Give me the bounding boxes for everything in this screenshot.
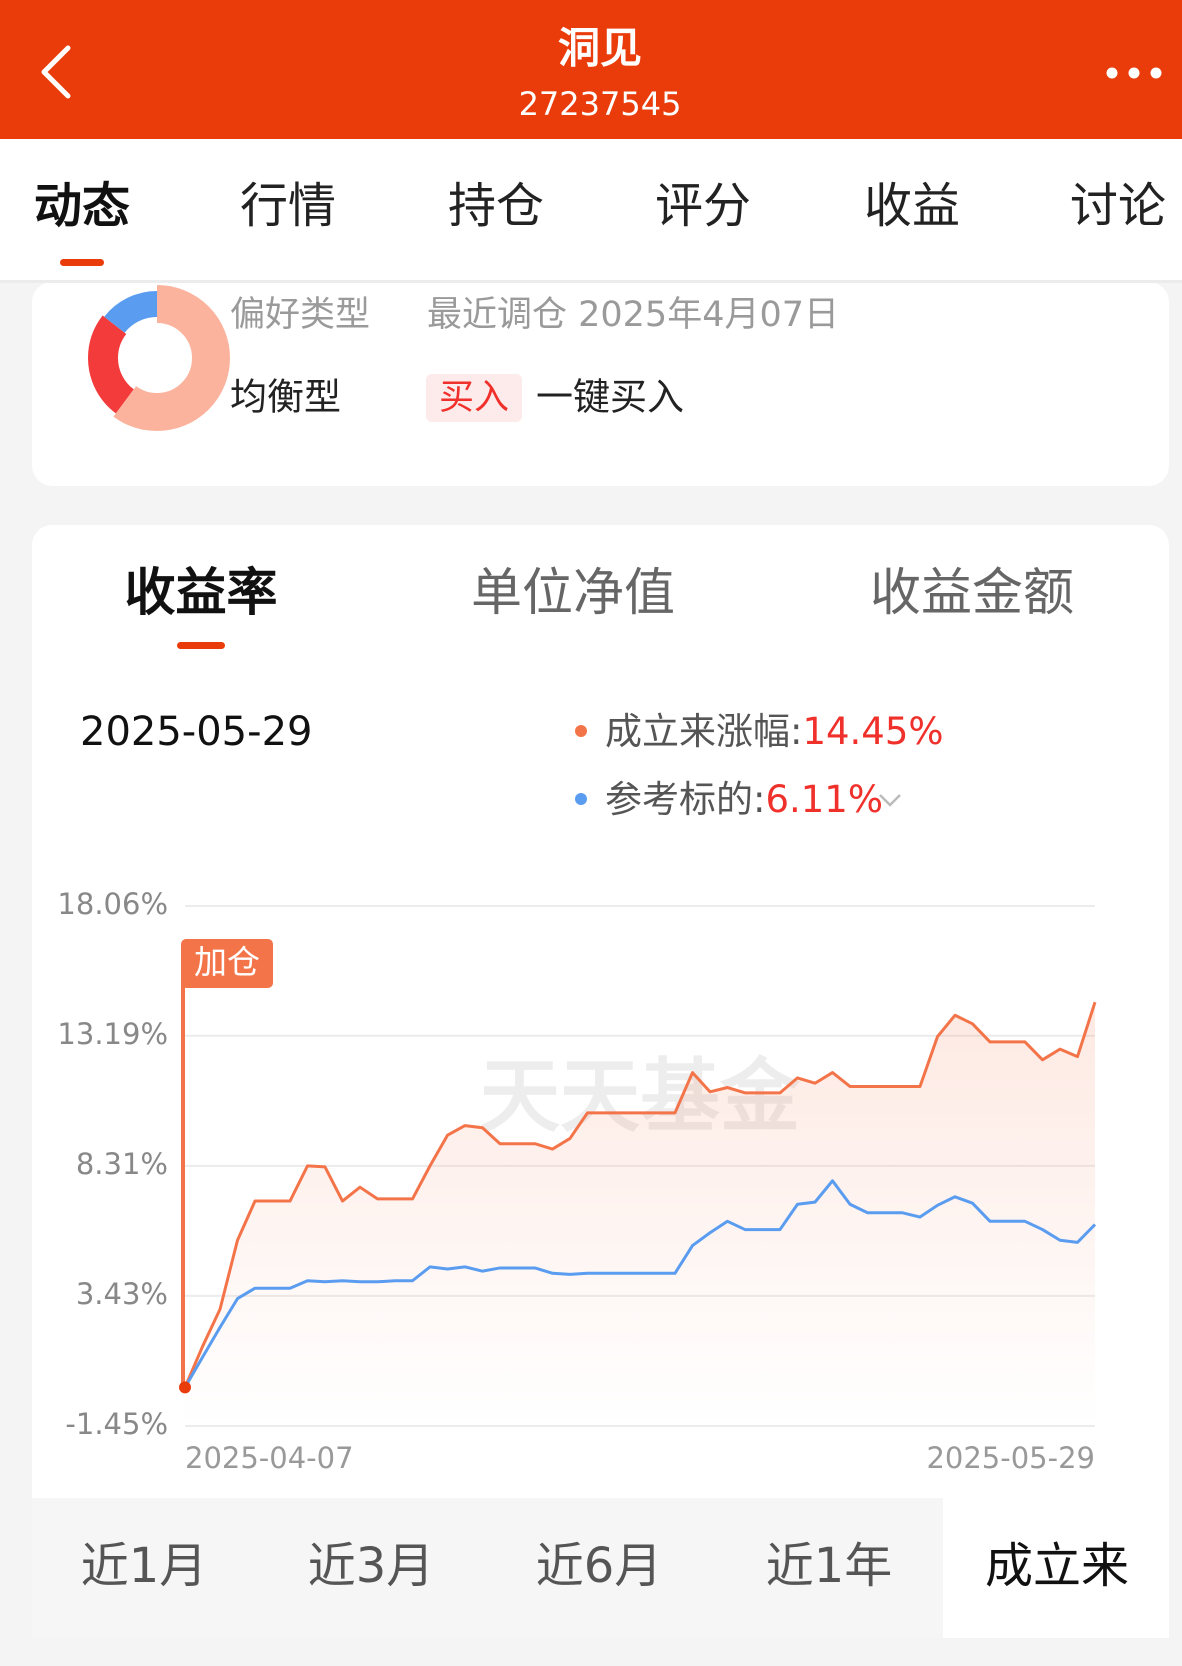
tab[interactable]: 讨论	[1070, 178, 1166, 234]
rebalance-date: 最近调仓 2025年4月07日	[427, 295, 839, 335]
y-tick-label: 3.43%	[76, 1277, 168, 1311]
period-tab[interactable]: 近1年	[766, 1538, 893, 1594]
legend-label: 成立来涨幅:	[605, 710, 802, 753]
period-selected-bg	[943, 1498, 1169, 1638]
legend-dot	[575, 793, 587, 805]
back-button[interactable]	[41, 45, 71, 99]
metric-tab[interactable]: 收益金额	[870, 564, 1074, 623]
donut	[84, 285, 230, 431]
card-bg	[32, 282, 1169, 486]
y-tick-label: 18.06%	[57, 887, 168, 921]
y-tick-label: 8.31%	[76, 1147, 168, 1181]
period-tab[interactable]: 成立来	[985, 1538, 1129, 1594]
plot: 天天基金18.06%13.19%8.31%3.43%-1.45%2025-04-…	[57, 887, 1097, 1475]
legend-value: 14.45%	[802, 710, 943, 753]
tab[interactable]: 评分	[655, 178, 751, 234]
donut-slice	[90, 291, 224, 425]
metric-tab[interactable]: 单位净值	[471, 564, 675, 623]
tab[interactable]: 动态	[34, 178, 130, 234]
period-tab[interactable]: 近1月	[81, 1538, 208, 1594]
metric-tab-underline	[177, 642, 225, 649]
legend-item: 成立来涨幅:14.45%	[605, 710, 944, 753]
y-tick-label: 13.19%	[57, 1017, 168, 1051]
legend-dot	[575, 725, 587, 737]
x-tick-label: 2025-04-07	[185, 1441, 354, 1475]
period-tab[interactable]: 近6月	[536, 1538, 663, 1594]
tab-bar-border	[0, 280, 1182, 283]
dot	[1106, 67, 1118, 79]
legend-label: 参考标的:	[605, 778, 765, 821]
header-bar	[0, 0, 1182, 139]
dot	[1150, 67, 1162, 79]
donut-slice	[88, 289, 226, 427]
dropdown-chevron[interactable]	[879, 794, 901, 807]
buy-action[interactable]: 一键买入	[536, 376, 684, 419]
preference: 均衡型	[230, 376, 341, 419]
buy-badge[interactable]: 买入	[439, 378, 509, 418]
metric-tab[interactable]: 收益率	[124, 564, 277, 623]
x-tick-label: 2025-05-29	[926, 1441, 1095, 1475]
period-tab[interactable]: 近3月	[308, 1538, 435, 1594]
tab-bar	[0, 139, 1182, 282]
more-button[interactable]	[1106, 67, 1162, 79]
point	[179, 1381, 191, 1394]
tab-underline	[60, 259, 104, 266]
legend-value: 6.11%	[765, 778, 883, 821]
area	[185, 1002, 1095, 1426]
tabs: 动态 行情 持仓 评分 收益 讨论	[34, 178, 1166, 234]
dot	[1128, 67, 1140, 79]
buy-badge-bg[interactable]	[426, 374, 522, 422]
tab[interactable]: 行情	[240, 178, 336, 234]
header-title: 洞见	[558, 24, 642, 73]
y-tick-label: -1.45%	[65, 1407, 168, 1441]
legend-item: 参考标的:6.11%	[605, 778, 883, 821]
header-code: 27237545	[519, 85, 682, 123]
annotation-box	[181, 939, 273, 988]
line	[183, 1001, 1097, 1388]
profile-card: 偏好类型 最近调仓 2025年4月07日 均衡型 买入 一键买入	[32, 282, 1169, 486]
line	[183, 1179, 1097, 1389]
preference-label: 偏好类型	[230, 295, 370, 335]
tab[interactable]: 收益	[864, 178, 960, 234]
selected-date: 2025-05-29	[80, 709, 312, 755]
annotation: 加仓	[194, 943, 260, 982]
tab[interactable]: 持仓	[448, 178, 544, 234]
